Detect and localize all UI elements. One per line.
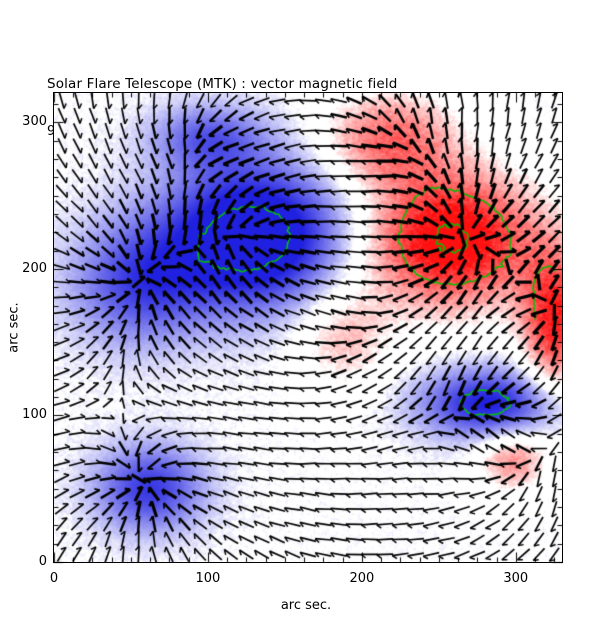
y-tick-label: 200	[22, 260, 47, 276]
y-axis-title: arc sec.	[6, 302, 22, 353]
vector-field-arrows	[54, 93, 562, 562]
x-axis-title: arc sec.	[280, 598, 332, 613]
y-tick-label: 100	[22, 407, 47, 423]
x-tick-label: 300	[503, 571, 529, 586]
plot-area	[53, 92, 563, 563]
y-tick-label: 300	[22, 114, 47, 130]
x-tick-label: 0	[49, 571, 59, 586]
x-tick-label: 200	[349, 571, 375, 586]
x-tick-label: 100	[195, 571, 221, 586]
figure-title-line-1: Solar Flare Telescope (MTK) : vector mag…	[47, 76, 398, 92]
y-tick-label: 0	[38, 554, 47, 569]
